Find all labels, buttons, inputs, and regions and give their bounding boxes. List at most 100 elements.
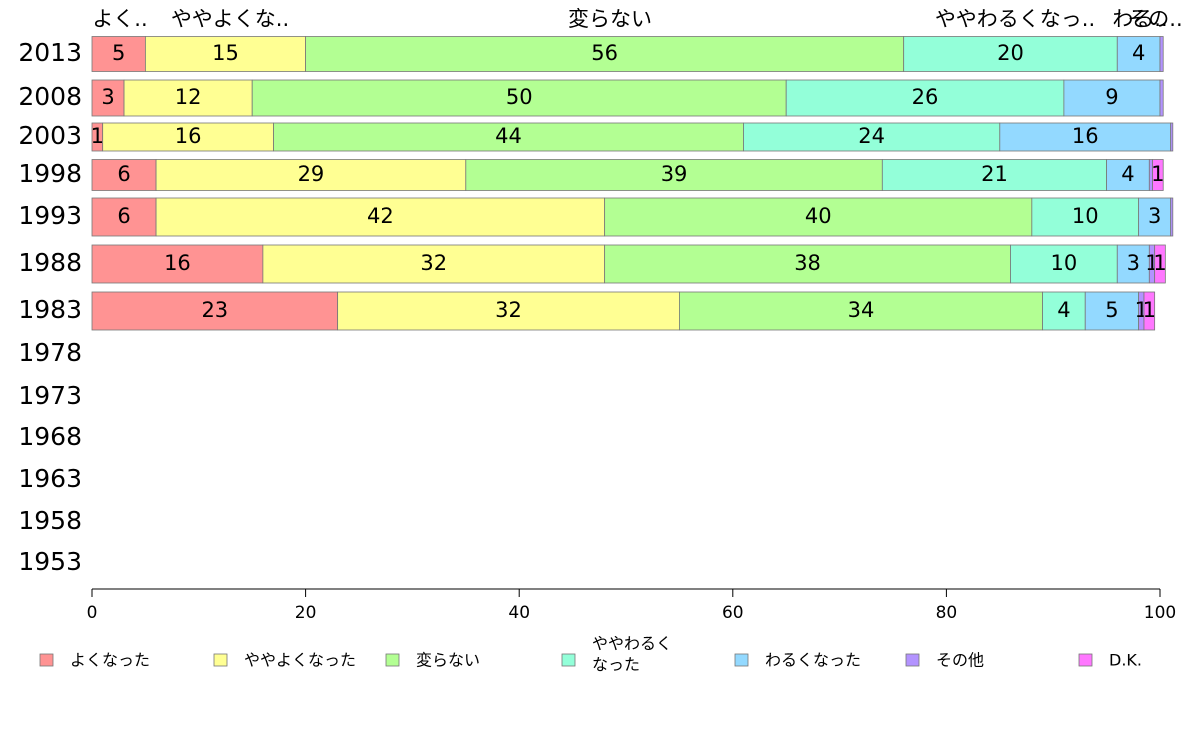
- top-category-label: わる..: [1112, 7, 1167, 31]
- bars: 5 15 56 20 43 12 50 26 91 16 44 24 166 29 39 21 4 16 42 40 1…: [91, 36, 1174, 331]
- bar-value-label: 4: [1132, 41, 1145, 65]
- bar-segment: [1152, 159, 1164, 191]
- legend-label: わるくなった: [765, 651, 861, 670]
- y-axis-labels: 2013 2008 2003 1998 1993 1988 1983 1978 1973 1968…: [18, 38, 82, 576]
- bar-segment: [144, 36, 306, 72]
- bar-segment: [91, 36, 146, 72]
- bar-value-label: 16: [164, 251, 191, 275]
- bar-value-label: 6: [117, 204, 130, 228]
- bar-segment: [91, 244, 264, 284]
- bar-row-1983: 23 32 34 4 5 11: [91, 291, 1156, 331]
- y-tick-label: 1953: [18, 547, 82, 576]
- bar-value-label: 4: [1121, 162, 1134, 186]
- bar-segment: [305, 36, 905, 72]
- bar-segment: [1159, 36, 1164, 72]
- y-tick-label: 1968: [18, 422, 82, 451]
- x-tick-label: 80: [936, 603, 958, 623]
- bar-row-2003: 1 16 44 24 16: [91, 122, 1174, 152]
- bar-value-label: 39: [661, 162, 688, 186]
- legend-item: D.K.: [1078, 651, 1142, 670]
- legend-item: ややよくなった: [213, 651, 356, 670]
- legend-swatch: [385, 653, 400, 667]
- legend-item: 変らない: [385, 651, 480, 670]
- bar-segment: [1063, 79, 1161, 117]
- y-tick-label: 2003: [18, 121, 82, 150]
- bar-segment: [1170, 197, 1174, 237]
- bar-value-label: 38: [794, 251, 821, 275]
- y-tick-label: 1983: [18, 295, 82, 324]
- bar-segment: [1159, 79, 1164, 117]
- bar-segment: [123, 79, 253, 117]
- y-tick-label: 1958: [18, 506, 82, 535]
- bar-segment: [604, 197, 1033, 237]
- bar-value-label: 1: [1153, 251, 1166, 275]
- bar-value-label: 12: [175, 85, 202, 109]
- legend-swatch: [905, 653, 920, 667]
- x-tick-label: 0: [87, 603, 98, 623]
- bar-segment: [1031, 197, 1140, 237]
- bar-value-label: 1: [1151, 162, 1164, 186]
- y-tick-label: 2008: [18, 82, 82, 111]
- bar-segment: [1143, 291, 1156, 331]
- bar-segment: [1084, 291, 1140, 331]
- bar-segment: [102, 122, 274, 152]
- top-category-label: よく..: [92, 7, 147, 31]
- legend-label: ややわるく: [592, 634, 672, 653]
- bar-segment: [1116, 36, 1161, 72]
- bar-value-label: 5: [1105, 298, 1118, 322]
- bar-value-label: 40: [805, 204, 832, 228]
- legend-swatch: [39, 653, 54, 667]
- bar-row-2008: 3 12 50 26 9: [91, 79, 1164, 117]
- legend-swatch: [734, 653, 749, 667]
- bar-value-label: 24: [858, 124, 885, 148]
- bar-segment: [1116, 244, 1150, 284]
- bar-segment: [1106, 159, 1150, 191]
- bar-segment: [91, 197, 157, 237]
- bar-segment: [999, 122, 1172, 152]
- legend-label: 変らない: [416, 651, 480, 670]
- bar-segment: [262, 244, 606, 284]
- bar-value-label: 26: [912, 85, 939, 109]
- bar-value-label: 29: [298, 162, 325, 186]
- legend-item: よくなった: [39, 651, 150, 670]
- top-category-label: ややわるくなっ..: [935, 7, 1095, 31]
- bar-value-label: 56: [591, 41, 618, 65]
- bar-value-label: 9: [1105, 85, 1118, 109]
- bar-segment: [1154, 244, 1166, 284]
- bar-value-label: 3: [101, 85, 114, 109]
- bar-value-label: 20: [997, 41, 1024, 65]
- legend-label: その他: [936, 651, 984, 670]
- legend-swatch: [561, 653, 576, 667]
- bar-segment: [1042, 291, 1086, 331]
- top-category-label: ややよくな..: [171, 7, 289, 31]
- legend-label: なった: [592, 655, 640, 674]
- legend-label: D.K.: [1109, 651, 1142, 670]
- x-tick-label: 20: [295, 603, 317, 623]
- bar-value-label: 10: [1072, 204, 1099, 228]
- bar-segment: [251, 79, 787, 117]
- y-tick-label: 1993: [18, 201, 82, 230]
- y-tick-label: 2013: [18, 38, 82, 67]
- bar-segment: [679, 291, 1043, 331]
- bar-segment: [903, 36, 1118, 72]
- bar-value-label: 15: [212, 41, 239, 65]
- bar-value-label: 50: [506, 85, 533, 109]
- bar-value-label: 3: [1148, 204, 1161, 228]
- bar-value-label: 32: [495, 298, 522, 322]
- x-tick-label: 40: [508, 603, 530, 623]
- legend-item: わるくなった: [734, 651, 861, 670]
- legend-swatch: [1078, 653, 1093, 667]
- bar-row-2013: 5 15 56 20 4: [91, 36, 1164, 72]
- bar-value-label: 44: [495, 124, 522, 148]
- bar-row-1993: 6 42 40 10 3: [91, 197, 1174, 237]
- y-tick-label: 1963: [18, 464, 82, 493]
- bar-segment: [1138, 197, 1172, 237]
- bar-segment: [91, 79, 125, 117]
- bar-segment: [155, 159, 467, 191]
- bar-value-label: 3: [1127, 251, 1140, 275]
- y-tick-label: 1988: [18, 248, 82, 277]
- bar-value-label: 5: [112, 41, 125, 65]
- bar-value-label: 34: [848, 298, 875, 322]
